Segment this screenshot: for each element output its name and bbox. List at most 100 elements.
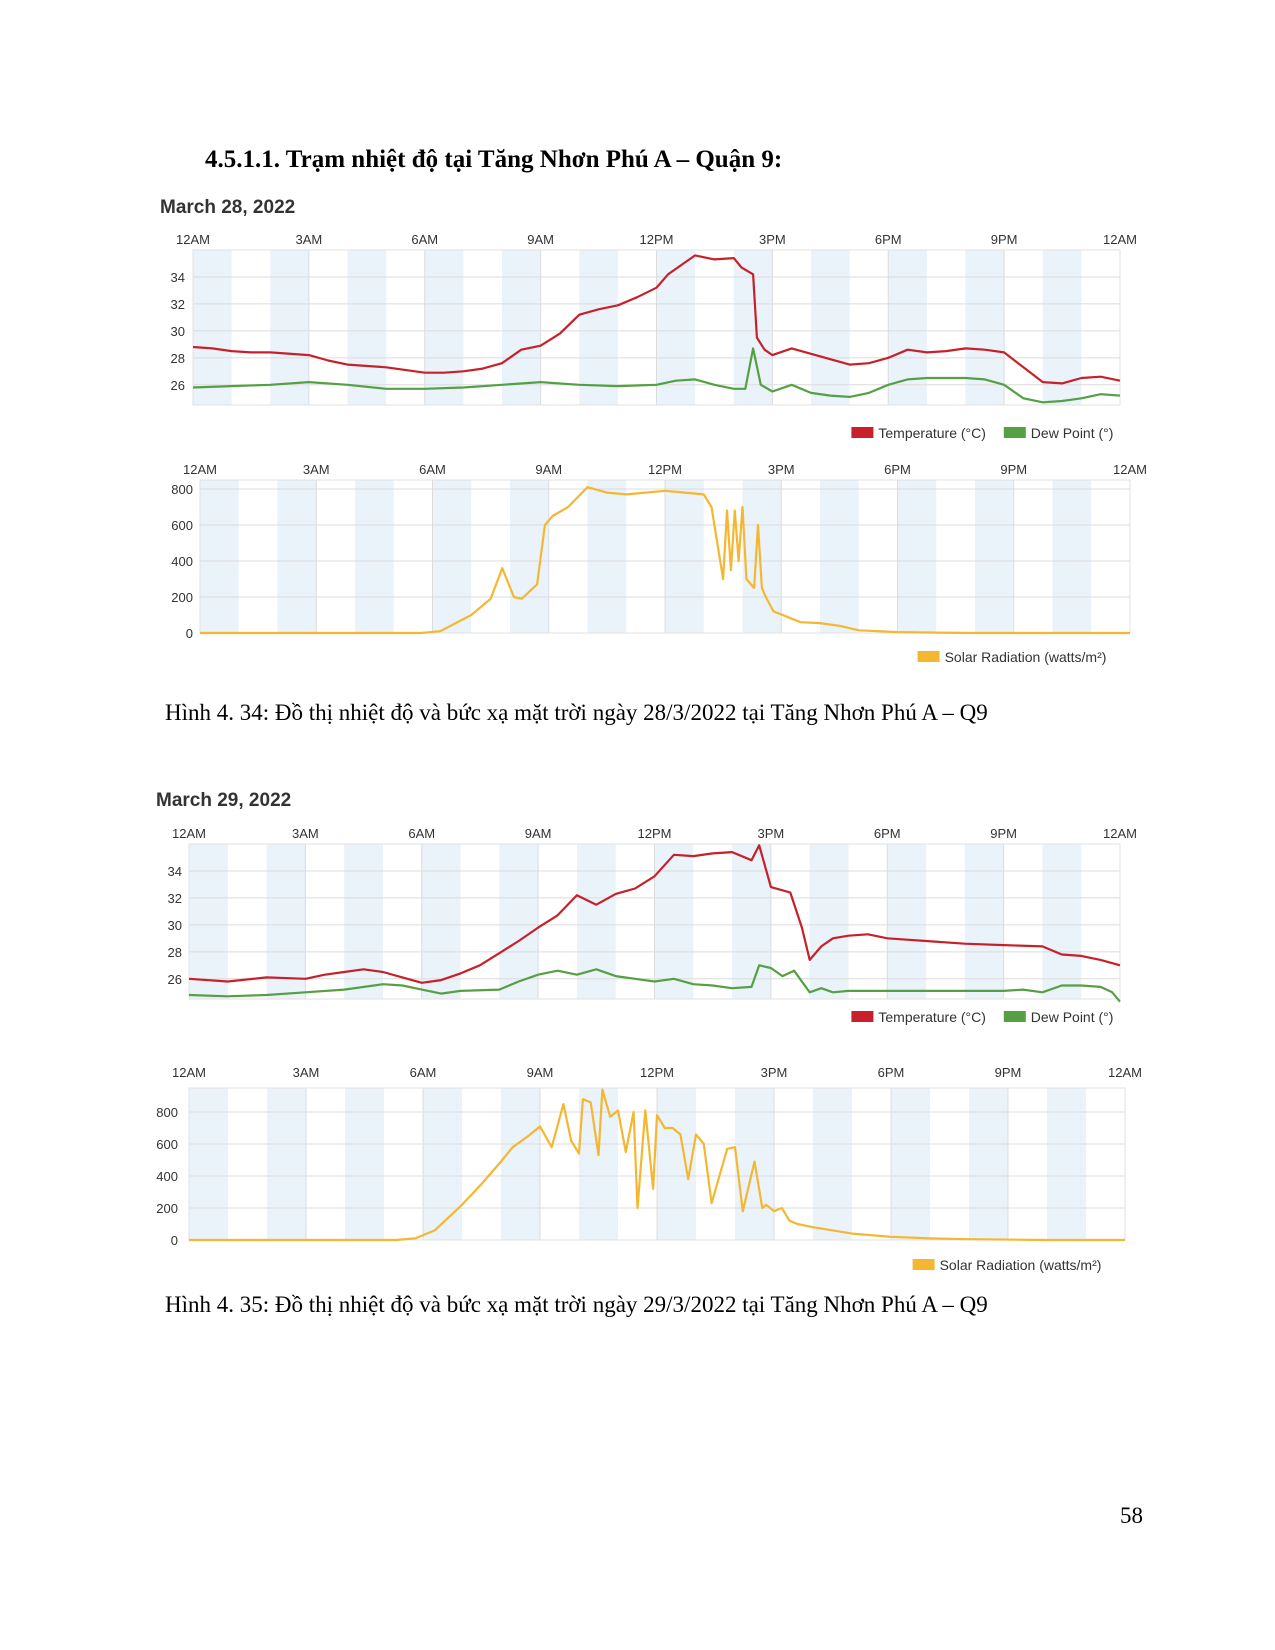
y-tick-label: 28 [168, 945, 182, 960]
x-tick-label: 3PM [761, 1065, 788, 1080]
hour-band [964, 844, 1004, 999]
hour-band [809, 844, 849, 999]
hour-band [423, 1088, 462, 1240]
solar-radiation-watts-m-line [200, 486, 1130, 635]
hour-band [502, 250, 541, 405]
x-tick-label: 3PM [758, 826, 785, 841]
x-tick-label: 6PM [878, 1065, 905, 1080]
x-tick-label: 12AM [1103, 826, 1137, 841]
legend-solar-swatch [917, 651, 940, 662]
solar-radiation-watts-m-line [189, 1088, 1125, 1242]
hour-band [1047, 1088, 1086, 1240]
hour-band [345, 1088, 384, 1240]
y-tick-label: 800 [156, 1105, 178, 1120]
hour-band [270, 250, 309, 405]
legend-dew-point: Dew Point (°) [1031, 425, 1114, 441]
y-tick-label: 30 [171, 324, 185, 339]
y-tick-label: 30 [168, 918, 182, 933]
hour-band [811, 250, 850, 405]
x-tick-label: 6PM [875, 232, 902, 247]
hour-band [576, 844, 616, 999]
y-tick-label: 800 [171, 482, 193, 497]
x-tick-label: 6PM [884, 462, 911, 477]
x-tick-label: 12AM [183, 462, 217, 477]
y-tick-label: 200 [156, 1201, 178, 1216]
hour-band [347, 250, 387, 405]
x-tick-label: 12AM [172, 1065, 206, 1080]
hour-band [189, 1088, 228, 1240]
hour-band [193, 250, 232, 405]
x-tick-label: 12PM [648, 462, 682, 477]
hour-band [266, 844, 306, 999]
hour-band [344, 844, 383, 999]
y-tick-label: 32 [168, 891, 182, 906]
hour-band [657, 1088, 696, 1240]
x-tick-label: 6AM [419, 462, 446, 477]
figure-caption: Hình 4. 35: Đồ thị nhiệt độ và bức xạ mặ… [165, 1292, 988, 1317]
y-tick-label: 34 [171, 270, 185, 285]
chart-date-title: March 29, 2022 [156, 790, 292, 811]
legend-temperature: Temperature (°C) [878, 1009, 986, 1025]
x-tick-label: 3PM [768, 462, 795, 477]
hour-band [421, 844, 461, 999]
figure-caption: Hình 4. 34: Đồ thị nhiệt độ và bức xạ mặ… [165, 700, 988, 725]
y-tick-label: 600 [156, 1137, 178, 1152]
y-tick-label: 32 [171, 297, 185, 312]
x-tick-label: 12PM [640, 1065, 674, 1080]
y-tick-label: 400 [156, 1169, 178, 1184]
hour-band [267, 1088, 306, 1240]
chart-date-title: March 28, 2022 [160, 197, 296, 218]
x-tick-label: 12AM [1113, 462, 1147, 477]
x-tick-label: 12AM [176, 232, 210, 247]
x-tick-label: 12PM [640, 232, 674, 247]
legend-dew-point-swatch [1003, 427, 1026, 438]
legend-temperature: Temperature (°C) [878, 425, 986, 441]
x-tick-label: 9PM [1000, 462, 1027, 477]
plot-frame [199, 479, 1131, 634]
hour-band [887, 844, 927, 999]
x-tick-label: 6AM [410, 1065, 437, 1080]
solar-chart-march-29: 0 200 400 600 800 12AM 3AM 6AM 9AM 12PM 3PM 6PM 9PM 1… [156, 1065, 1142, 1273]
hour-band [897, 480, 937, 633]
x-tick-label: 6AM [408, 826, 435, 841]
x-tick-label: 9PM [990, 826, 1017, 841]
dew-point-line [188, 964, 1121, 1003]
legend-temperature-swatch [851, 427, 874, 438]
x-tick-label: 6PM [874, 826, 901, 841]
hour-band [424, 250, 464, 405]
plot-frame [188, 843, 1121, 1000]
hour-band [665, 480, 704, 633]
hour-band [1042, 844, 1082, 999]
y-tick-label: 26 [168, 972, 182, 987]
y-tick-label: 0 [186, 626, 193, 641]
plot-frame [188, 1087, 1126, 1241]
x-tick-label: 3AM [296, 232, 323, 247]
x-tick-label: 6AM [411, 232, 438, 247]
solar-chart-march-28: 0 200 400 600 800 12AM 3AM 6AM 9AM 12PM 3PM 6PM 9PM 1… [171, 462, 1147, 665]
legend-dew-point-swatch [1003, 1011, 1026, 1022]
hour-band [891, 1088, 930, 1240]
y-tick-label: 400 [171, 554, 193, 569]
hour-band [189, 844, 228, 999]
hour-band [813, 1088, 852, 1240]
x-tick-label: 12PM [638, 826, 672, 841]
x-tick-label: 12AM [1108, 1065, 1142, 1080]
x-tick-label: 9PM [995, 1065, 1022, 1080]
legend-solar: Solar Radiation (watts/m²) [945, 649, 1107, 665]
y-tick-label: 200 [171, 590, 193, 605]
page-number: 58 [1120, 1503, 1143, 1528]
hour-band [277, 480, 317, 633]
plot-frame [192, 249, 1121, 406]
hour-band [742, 480, 782, 633]
x-tick-label: 3AM [303, 462, 330, 477]
hour-band [888, 250, 927, 405]
hour-band [975, 480, 1014, 633]
y-tick-label: 600 [171, 518, 193, 533]
hour-band [432, 480, 472, 633]
x-tick-label: 9AM [535, 462, 562, 477]
hour-band [820, 480, 859, 633]
temperature-c-line [192, 254, 1121, 385]
hour-band [579, 250, 618, 405]
y-tick-label: 0 [171, 1233, 178, 1248]
hour-band [965, 250, 1005, 405]
